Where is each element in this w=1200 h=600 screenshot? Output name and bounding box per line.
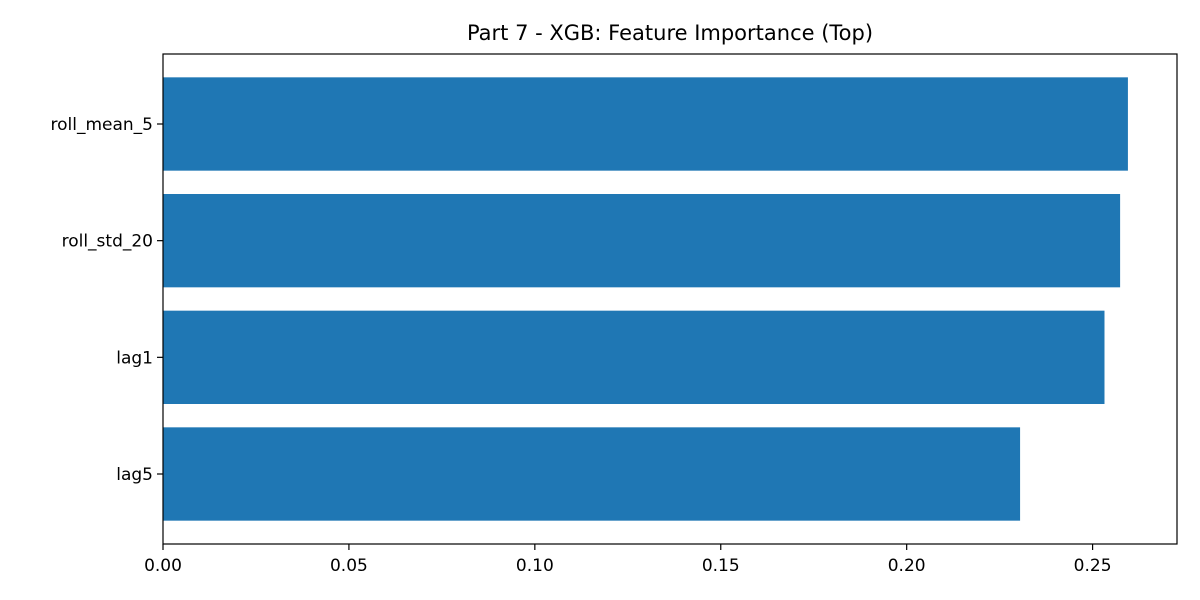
x-tick-label: 0.10 — [516, 556, 554, 576]
ticks-layer: roll_mean_5 roll_std_20 lag1 lag5 0.00 0.05 0.… — [51, 115, 1112, 576]
plot-frame — [162, 53, 1178, 545]
y-tick-label-roll_std_20: roll_std_20 — [62, 232, 153, 252]
x-tick-label: 0.20 — [888, 556, 926, 576]
y-tick-label-roll_mean_5: roll_mean_5 — [51, 115, 154, 135]
chart-title: Part 7 - XGB: Feature Importance (Top) — [467, 21, 873, 45]
y-tick-label-lag1: lag1 — [116, 348, 153, 368]
bar-lag1 — [163, 310, 1105, 404]
bar-roll_mean_5 — [163, 77, 1128, 171]
bar-lag5 — [163, 427, 1021, 521]
x-tick-label: 0.15 — [702, 556, 740, 576]
axes-layer — [162, 53, 1178, 545]
bars-layer — [163, 77, 1128, 521]
x-tick-label: 0.25 — [1074, 556, 1112, 576]
y-tick-label-lag5: lag5 — [116, 465, 153, 485]
bar-roll_std_20 — [163, 194, 1121, 288]
x-tick-label: 0.00 — [144, 556, 182, 576]
x-tick-label: 0.05 — [330, 556, 368, 576]
